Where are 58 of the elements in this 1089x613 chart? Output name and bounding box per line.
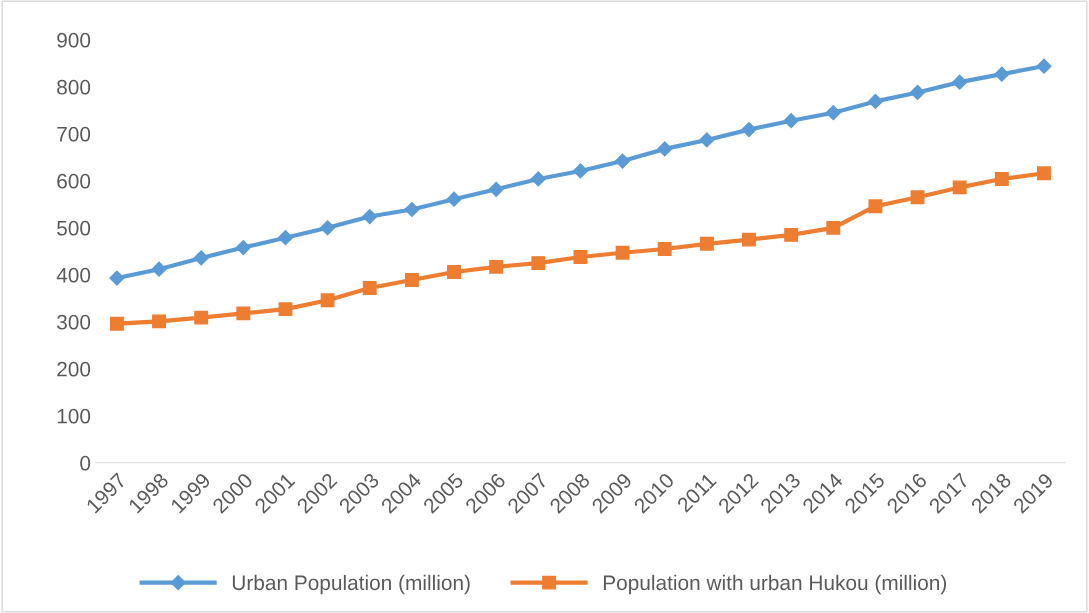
point: [488, 181, 504, 197]
point: [193, 250, 209, 266]
y-tick-label: 100: [57, 408, 91, 424]
point: [699, 132, 715, 148]
point: [657, 242, 672, 256]
point: [320, 220, 336, 236]
legend-label: Urban Population (million): [232, 574, 470, 595]
point: [194, 310, 209, 325]
point: [657, 141, 673, 157]
point: [447, 265, 461, 279]
point: [1037, 166, 1051, 181]
point: [867, 93, 883, 109]
y-tick-label: 200: [57, 361, 91, 377]
point: [278, 302, 293, 317]
point: [1036, 58, 1052, 74]
point: [362, 208, 378, 225]
y-tick-label: 700: [57, 126, 91, 142]
y-tick-label: 600: [57, 173, 91, 189]
legend-label: Population with urban Hukou (million): [603, 574, 947, 595]
point: [783, 113, 799, 129]
point: [868, 199, 883, 214]
point: [573, 250, 588, 264]
point: [994, 172, 1009, 186]
point: [404, 273, 419, 287]
point: [952, 180, 967, 195]
point: [236, 306, 251, 321]
y-tick-label: 500: [57, 220, 91, 236]
point: [615, 245, 630, 260]
y-tick-label: 300: [57, 314, 91, 330]
point: [909, 84, 926, 101]
point: [530, 171, 546, 187]
point: [152, 314, 166, 329]
point: [109, 270, 125, 286]
point: [362, 281, 377, 295]
point: [994, 66, 1010, 82]
point: [952, 74, 968, 90]
point: [572, 163, 589, 179]
point: [489, 259, 504, 274]
point: [151, 261, 167, 277]
y-tick-label: 900: [57, 32, 91, 48]
point: [784, 227, 799, 242]
point: [826, 220, 841, 235]
point: [235, 240, 251, 256]
y-tick-label: 800: [57, 79, 91, 95]
y-tick-label: 0: [80, 455, 91, 471]
point: [741, 122, 757, 138]
point: [615, 153, 631, 169]
point: [825, 105, 841, 121]
point: [699, 236, 714, 251]
point: [446, 191, 462, 207]
y-tick-label: 400: [56, 267, 91, 283]
point: [277, 230, 294, 246]
point: [531, 256, 546, 271]
point: [109, 316, 124, 331]
point: [910, 190, 925, 205]
point: [742, 232, 756, 247]
point: [320, 293, 335, 308]
point: [404, 201, 420, 218]
